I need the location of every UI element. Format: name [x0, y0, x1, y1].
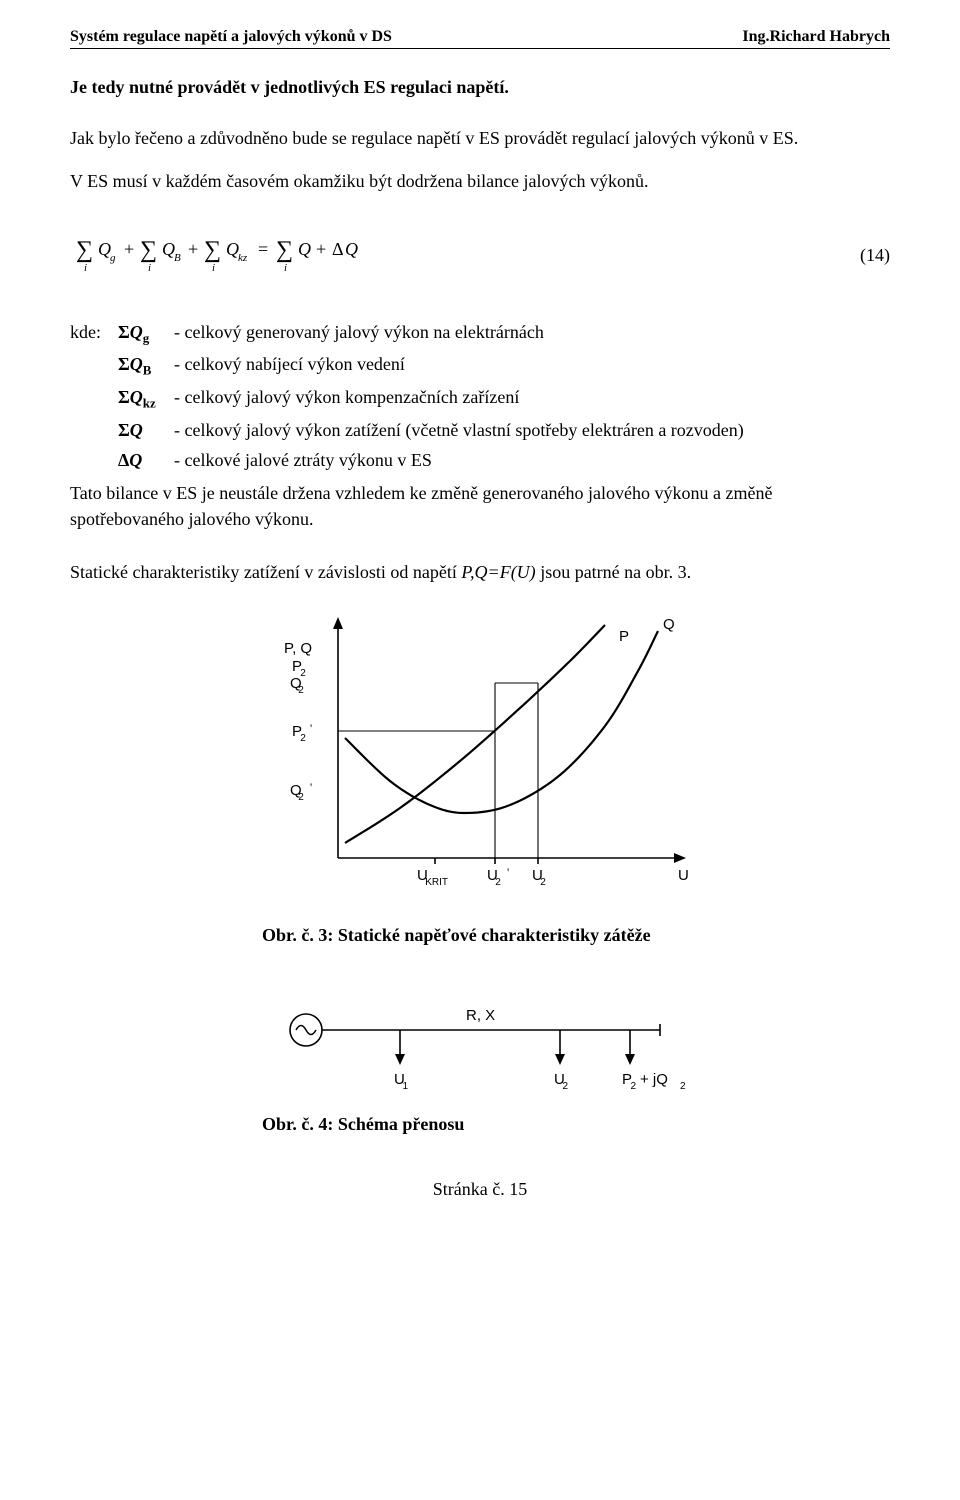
svg-text:+: + — [316, 239, 326, 259]
svg-text:2: 2 — [298, 685, 304, 696]
svg-text:2: 2 — [680, 1081, 686, 1092]
svg-text:+: + — [188, 239, 198, 259]
page-header: Systém regulace napětí a jalových výkonů… — [70, 28, 890, 49]
definition-row: ΣQ- celkový jalový výkon zatížení (včetn… — [70, 417, 890, 445]
svg-text:+ jQ: + jQ — [640, 1071, 668, 1088]
svg-text:B: B — [174, 252, 181, 264]
svg-text:KRIT: KRIT — [425, 877, 448, 888]
paragraph-main-statement: Je tedy nutné provádět v jednotlivých ES… — [70, 75, 890, 100]
svg-text:i: i — [84, 262, 87, 274]
definition-row: ΔQ- celkové jalové ztráty výkonu v ES — [70, 447, 890, 475]
svg-text:': ' — [507, 865, 509, 879]
equation-row: ∑iQg+∑iQB+∑iQkz=∑iQ+ΔQ (14) — [70, 231, 890, 281]
svg-text:1: 1 — [403, 1081, 409, 1092]
figure-2-caption: Obr. č. 4: Schéma přenosu — [262, 1114, 890, 1135]
svg-text:': ' — [310, 721, 312, 735]
definition-row: ΣQkz- celkový jalový výkon kompenzačních… — [70, 384, 890, 414]
figure-1-caption: Obr. č. 3: Statické napěťové charakteris… — [262, 925, 890, 946]
svg-text:+: + — [124, 239, 134, 259]
paragraph-intro-2: Jak bylo řečeno a zdůvodněno bude se reg… — [70, 126, 890, 151]
svg-text:i: i — [284, 262, 287, 274]
svg-text:i: i — [212, 262, 215, 274]
svg-text:Q: Q — [345, 239, 358, 259]
definition-row: ΣQB- celkový nabíjecí výkon vedení — [70, 351, 890, 381]
equation-14: ∑iQg+∑iQB+∑iQkz=∑iQ+ΔQ — [70, 231, 430, 281]
definition-text: - celkový jalový výkon zatížení (včetně … — [174, 417, 890, 445]
figure-1: P, QP2Q2P2'Q2'QPUKRITU2'U2U — [70, 613, 890, 903]
definition-symbol: ΣQkz — [118, 384, 174, 414]
svg-text:P, Q: P, Q — [284, 640, 312, 657]
svg-text:g: g — [110, 252, 116, 264]
svg-text:Q: Q — [663, 616, 675, 633]
figure-1-svg: P, QP2Q2P2'Q2'QPUKRITU2'U2U — [260, 613, 700, 903]
figure-2: R, XU1U2P2 + jQ2 — [70, 992, 890, 1092]
definition-text: - celkový jalový výkon kompenzačních zař… — [174, 384, 890, 412]
definition-text: - celkové jalové ztráty výkonu v ES — [174, 447, 890, 475]
definitions-list: kde:ΣQg- celkový generovaný jalový výkon… — [70, 319, 890, 476]
svg-text:P: P — [619, 628, 629, 645]
svg-text:2: 2 — [298, 792, 304, 803]
svg-text:Q: Q — [298, 239, 311, 259]
paragraph-bilance: Tato bilance v ES je neustále držena vzh… — [70, 481, 890, 531]
definition-symbol: ΔQ — [118, 447, 174, 475]
paragraph-static-intro: Statické charakteristiky zatížení v závi… — [70, 560, 890, 585]
svg-text:': ' — [310, 780, 312, 794]
svg-text:∑: ∑ — [276, 237, 293, 263]
definition-text: - celkový nabíjecí výkon vedení — [174, 351, 890, 379]
header-left: Systém regulace napětí a jalových výkonů… — [70, 28, 392, 46]
svg-text:U: U — [678, 867, 689, 884]
svg-text:∑: ∑ — [76, 237, 93, 263]
svg-text:2: 2 — [563, 1081, 569, 1092]
definition-symbol: ΣQ — [118, 417, 174, 445]
header-right: Ing.Richard Habrych — [742, 28, 890, 46]
svg-text:Δ: Δ — [332, 239, 344, 259]
definition-lead: kde: — [70, 319, 118, 347]
page-footer: Stránka č. 15 — [70, 1179, 890, 1200]
paragraph-intro-3: V ES musí v každém časovém okamžiku být … — [70, 169, 890, 194]
svg-text:2: 2 — [495, 877, 501, 888]
svg-text:kz: kz — [238, 252, 248, 264]
svg-text:2: 2 — [631, 1081, 637, 1092]
figure-2-svg: R, XU1U2P2 + jQ2 — [270, 992, 690, 1092]
definition-symbol: ΣQB — [118, 351, 174, 381]
definition-text: - celkový generovaný jalový výkon na ele… — [174, 319, 890, 347]
svg-text:2: 2 — [300, 733, 306, 744]
equation-number: (14) — [860, 245, 890, 266]
svg-text:∑: ∑ — [140, 237, 157, 263]
svg-text:i: i — [148, 262, 151, 274]
svg-text:2: 2 — [540, 877, 546, 888]
svg-text:=: = — [258, 239, 268, 259]
svg-text:∑: ∑ — [204, 237, 221, 263]
definition-symbol: ΣQg — [118, 319, 174, 349]
svg-text:R, X: R, X — [466, 1007, 495, 1024]
definition-row: kde:ΣQg- celkový generovaný jalový výkon… — [70, 319, 890, 349]
